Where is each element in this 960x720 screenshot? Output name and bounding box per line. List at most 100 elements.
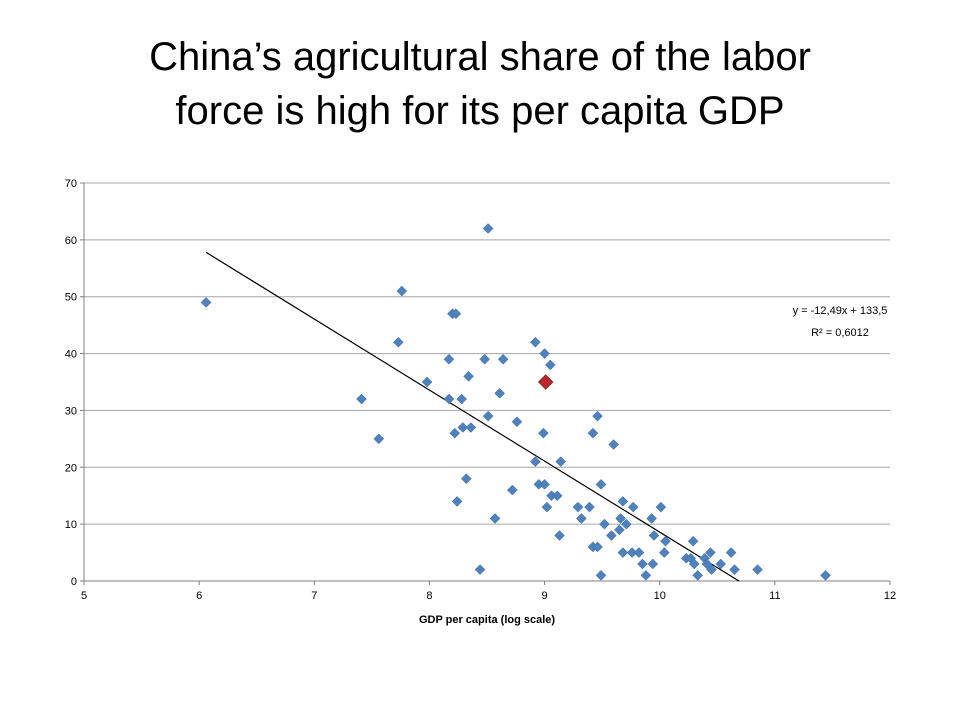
x-tick-label-12: 12 <box>884 590 896 602</box>
data-point <box>592 410 603 422</box>
data-point <box>530 336 541 348</box>
data-point <box>705 547 716 558</box>
data-point <box>539 348 550 359</box>
data-point <box>615 513 626 524</box>
data-point <box>443 353 455 365</box>
data-point <box>555 456 567 467</box>
data-point <box>617 496 629 507</box>
data-point <box>572 501 584 513</box>
data-point <box>729 564 740 575</box>
data-point <box>687 535 699 547</box>
highlight-group <box>538 374 554 390</box>
x-axis-ticks: 5 6 7 8 9 10 11 12 <box>81 581 896 602</box>
data-point <box>620 518 632 530</box>
x-tick-label-7: 7 <box>311 590 317 602</box>
x-tick-label-8: 8 <box>426 590 432 602</box>
data-point <box>489 513 501 524</box>
trendline-group <box>205 251 740 582</box>
x-tick-label-5: 5 <box>81 590 87 602</box>
data-point <box>606 530 617 541</box>
trendline-equation: y = -12,49x + 133,5 <box>793 305 888 317</box>
data-point <box>421 376 433 388</box>
data-point <box>460 473 472 485</box>
data-point <box>640 569 652 581</box>
y-tick-label-70: 70 <box>65 178 77 190</box>
data-point <box>530 456 541 467</box>
trendline <box>205 251 740 582</box>
x-tick-label-10: 10 <box>654 590 666 602</box>
data-point <box>595 569 607 581</box>
data-point <box>633 547 645 558</box>
data-point <box>392 336 404 348</box>
gridlines <box>84 182 890 525</box>
data-point <box>648 530 660 541</box>
y-tick-label-0: 0 <box>71 576 77 588</box>
data-point <box>538 427 549 439</box>
data-point-highlight <box>538 374 554 390</box>
data-point <box>706 564 717 575</box>
y-tick-label-10: 10 <box>65 519 77 531</box>
data-point <box>506 484 518 496</box>
data-point <box>551 490 563 502</box>
trendline-r-squared: R² = 0,6012 <box>811 327 869 339</box>
data-point <box>584 501 595 513</box>
data-point <box>688 558 700 570</box>
data-point <box>449 427 461 439</box>
data-point <box>479 353 491 365</box>
data-point <box>820 569 831 581</box>
y-axis-ticks: 0 10 20 30 40 50 60 70 <box>65 178 84 588</box>
data-point <box>463 370 474 382</box>
data-point <box>692 569 704 581</box>
y-tick-label-20: 20 <box>65 462 77 474</box>
data-point <box>660 535 671 547</box>
data-point <box>658 547 670 558</box>
data-point <box>647 558 659 570</box>
data-point <box>451 496 463 507</box>
slide-title-line-2: force is high for its per capita GDP <box>175 89 785 133</box>
data-point <box>497 353 509 365</box>
data-point <box>200 297 212 308</box>
axes <box>83 183 890 582</box>
data-point <box>587 427 599 439</box>
data-point <box>396 285 408 297</box>
data-point <box>592 541 603 553</box>
data-point <box>541 501 553 513</box>
data-point <box>752 564 763 575</box>
data-point <box>544 359 556 371</box>
data-point <box>617 547 629 558</box>
data-point <box>637 558 648 570</box>
data-point <box>373 433 385 445</box>
data-point <box>482 223 494 234</box>
data-point <box>539 478 550 490</box>
data-point <box>482 410 494 422</box>
data-point <box>608 439 620 450</box>
slide-title-line-1: China’s agricultural share of the labor <box>149 35 811 79</box>
data-point <box>599 518 610 530</box>
data-point <box>465 422 477 433</box>
data-point <box>450 308 462 320</box>
y-tick-label-30: 30 <box>65 405 77 417</box>
data-point <box>725 547 737 558</box>
data-point <box>715 558 727 570</box>
y-tick-label-50: 50 <box>65 292 77 304</box>
data-point <box>474 564 486 575</box>
data-point <box>614 524 625 536</box>
data-point <box>554 530 565 541</box>
data-point <box>655 501 667 513</box>
data-point <box>511 416 523 428</box>
data-point <box>646 513 658 524</box>
data-point <box>456 393 468 405</box>
x-tick-label-11: 11 <box>769 590 780 602</box>
data-point <box>494 388 506 399</box>
slide-title: China’s agricultural share of the labor … <box>40 30 920 138</box>
data-point <box>356 393 367 405</box>
y-tick-label-60: 60 <box>65 235 77 247</box>
y-tick-label-40: 40 <box>65 349 77 361</box>
data-point <box>457 422 469 433</box>
data-point <box>627 501 639 513</box>
data-point <box>595 478 607 490</box>
data-points <box>200 223 831 581</box>
data-point <box>443 393 455 405</box>
